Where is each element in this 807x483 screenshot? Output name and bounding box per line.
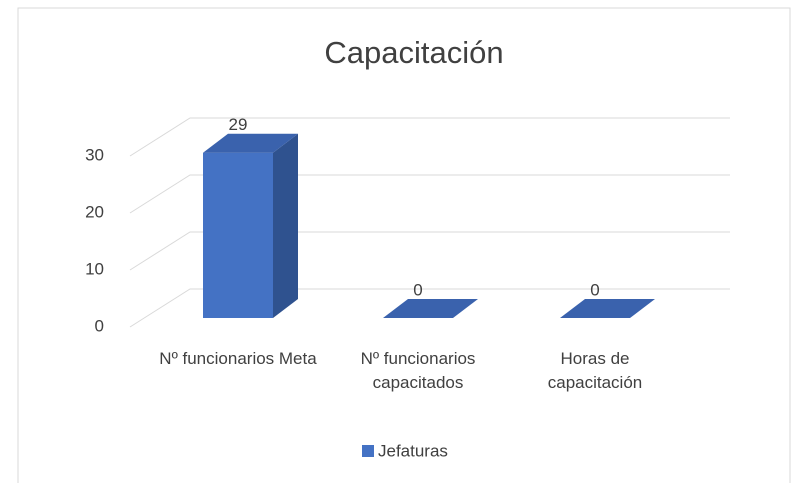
grid-line xyxy=(129,288,730,328)
bar-top xyxy=(383,299,478,318)
legend-label: Jefaturas xyxy=(378,441,448,460)
y-tick-label: 20 xyxy=(85,202,104,221)
bar xyxy=(203,152,273,318)
x-tick-label: Horas de capacitación xyxy=(547,349,643,392)
grid-line xyxy=(129,231,730,271)
legend-swatch xyxy=(362,445,374,457)
y-tick-label: 30 xyxy=(85,145,104,164)
chart-title: Capacitación xyxy=(324,35,503,70)
chart-border xyxy=(17,7,791,483)
bar-side xyxy=(273,133,298,318)
bar-top xyxy=(560,299,655,318)
data-label: 29 xyxy=(229,115,248,134)
y-tick-label: 0 xyxy=(95,316,104,335)
bar-top xyxy=(203,133,298,153)
grid-line xyxy=(129,174,730,214)
data-label: 0 xyxy=(590,280,599,299)
y-tick-label: 10 xyxy=(85,259,104,278)
x-tick-label: Nº funcionarios capacitados xyxy=(360,349,476,392)
x-tick-label: Nº funcionarios Meta xyxy=(159,349,317,368)
data-label: 0 xyxy=(413,280,422,299)
grid-line xyxy=(129,117,730,157)
